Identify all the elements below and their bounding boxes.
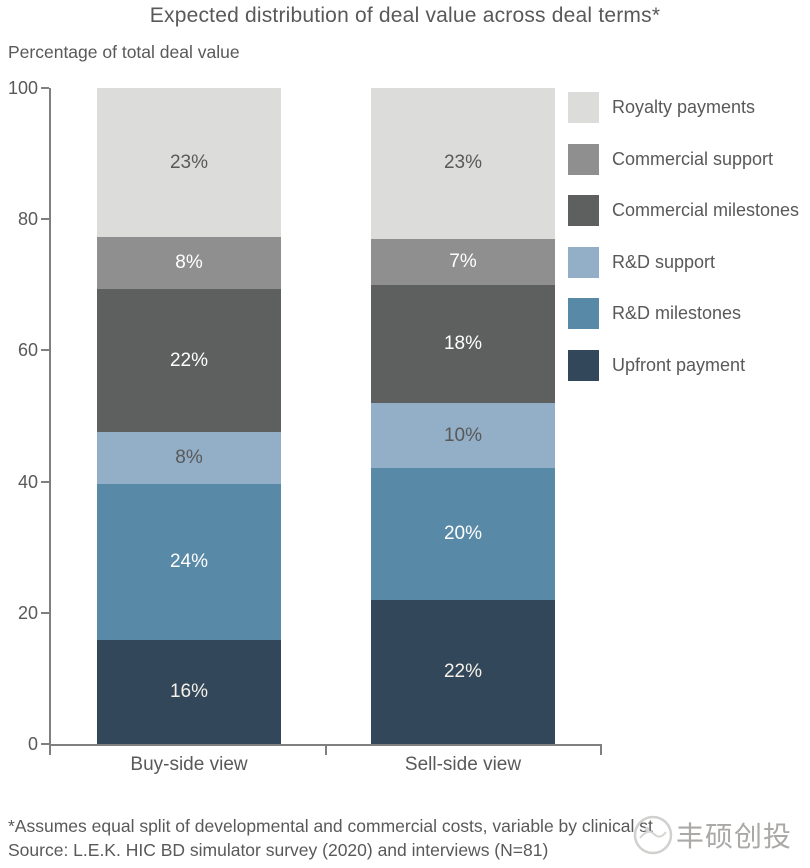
y-tick-mark <box>41 611 49 614</box>
x-tick-mark <box>324 746 327 755</box>
x-tick-mark <box>49 746 51 755</box>
segment-value-label: 18% <box>443 332 483 354</box>
y-tick-label: 60 <box>17 340 38 361</box>
legend-label: Commercial support <box>612 148 774 169</box>
legend-label: Commercial milestones <box>612 200 800 220</box>
chart-title: Expected distribution of deal value acro… <box>149 4 661 27</box>
bar-segment-upfront-payment: 16% <box>97 640 281 744</box>
y-tick-label: 20 <box>17 602 38 623</box>
watermark-logo-icon <box>633 815 673 855</box>
segment-value-label: 24% <box>169 551 209 573</box>
y-axis-title: Percentage of total deal value <box>8 42 240 62</box>
segment-value-label: 22% <box>443 660 483 682</box>
legend-label: Upfront payment <box>612 354 746 375</box>
watermark-text: 丰硕创投 <box>676 821 793 852</box>
bar-segment-commercial-support: 7% <box>371 238 555 285</box>
legend-item-upfront-payment: Upfront payment <box>568 349 746 381</box>
legend-label: R&D milestones <box>612 303 742 323</box>
y-tick-label: 0 <box>27 734 38 754</box>
y-tick-mark <box>41 480 49 483</box>
legend-item-commercial-milestones: Commercial milestones <box>568 195 799 226</box>
legend-label: Royalty payments <box>612 97 756 117</box>
y-tick-mark <box>41 743 49 745</box>
legend-swatch-commercial-milestones <box>568 195 599 226</box>
x-axis-line <box>49 744 602 746</box>
segment-value-label: 23% <box>443 152 483 174</box>
segment-value-label: 7% <box>449 250 477 272</box>
y-tick-mark <box>41 87 49 89</box>
y-tick-label: 40 <box>17 471 38 492</box>
legend-item-r-d-support: R&D support <box>568 246 716 278</box>
bar-segment-r-d-milestones: 20% <box>371 468 555 600</box>
legend-swatch-upfront-payment <box>568 349 599 381</box>
source-line: Source: L.E.K. HIC BD simulator survey (… <box>8 840 549 860</box>
bar-segment-royalty-payments: 23% <box>97 88 281 238</box>
segment-value-label: 20% <box>443 523 483 545</box>
y-tick-mark <box>41 218 49 221</box>
bar-segment-r-d-support: 10% <box>371 402 555 469</box>
segment-value-label: 23% <box>169 151 209 173</box>
legend-item-royalty-payments: Royalty payments <box>568 92 755 123</box>
bar-sell-side-view: 23% 7% 18% 10% 20% 22% <box>371 88 555 744</box>
legend-label: R&D support <box>612 251 716 272</box>
y-tick-mark <box>41 349 49 352</box>
legend-swatch-royalty-payments <box>568 92 599 123</box>
y-tick-label: 100 <box>7 78 38 98</box>
bar-segment-royalty-payments: 23% <box>371 88 555 239</box>
x-tick-mark <box>600 746 602 755</box>
category-label-buy-side-view: Buy-side view <box>130 754 248 775</box>
legend-swatch-r-d-milestones <box>568 298 599 329</box>
bar-segment-commercial-milestones: 22% <box>97 289 281 433</box>
legend-swatch-r-d-support <box>568 246 599 278</box>
footnote: *Assumes equal split of developmental an… <box>8 816 653 836</box>
segment-value-label: 10% <box>443 424 483 446</box>
y-tick-label: 80 <box>17 209 38 230</box>
segment-value-label: 8% <box>175 252 203 274</box>
legend-swatch-commercial-support <box>568 143 599 175</box>
category-label-sell-side-view: Sell-side view <box>404 754 522 775</box>
bar-buy-side-view: 23% 8% 22% 8% 24% 16% <box>97 88 281 744</box>
bar-segment-commercial-support: 8% <box>97 237 281 290</box>
watermark: 丰硕创投 <box>632 814 792 856</box>
bar-segment-r-d-milestones: 24% <box>97 484 281 641</box>
bar-segment-upfront-payment: 22% <box>371 599 555 744</box>
segment-value-label: 8% <box>175 447 203 469</box>
legend-item-r-d-milestones: R&D milestones <box>568 298 741 329</box>
legend-item-commercial-support: Commercial support <box>568 143 774 175</box>
bar-segment-commercial-milestones: 18% <box>371 284 555 403</box>
bar-segment-r-d-support: 8% <box>97 432 281 485</box>
segment-value-label: 16% <box>169 681 209 702</box>
segment-value-label: 22% <box>169 349 209 371</box>
y-axis-line <box>49 88 51 746</box>
